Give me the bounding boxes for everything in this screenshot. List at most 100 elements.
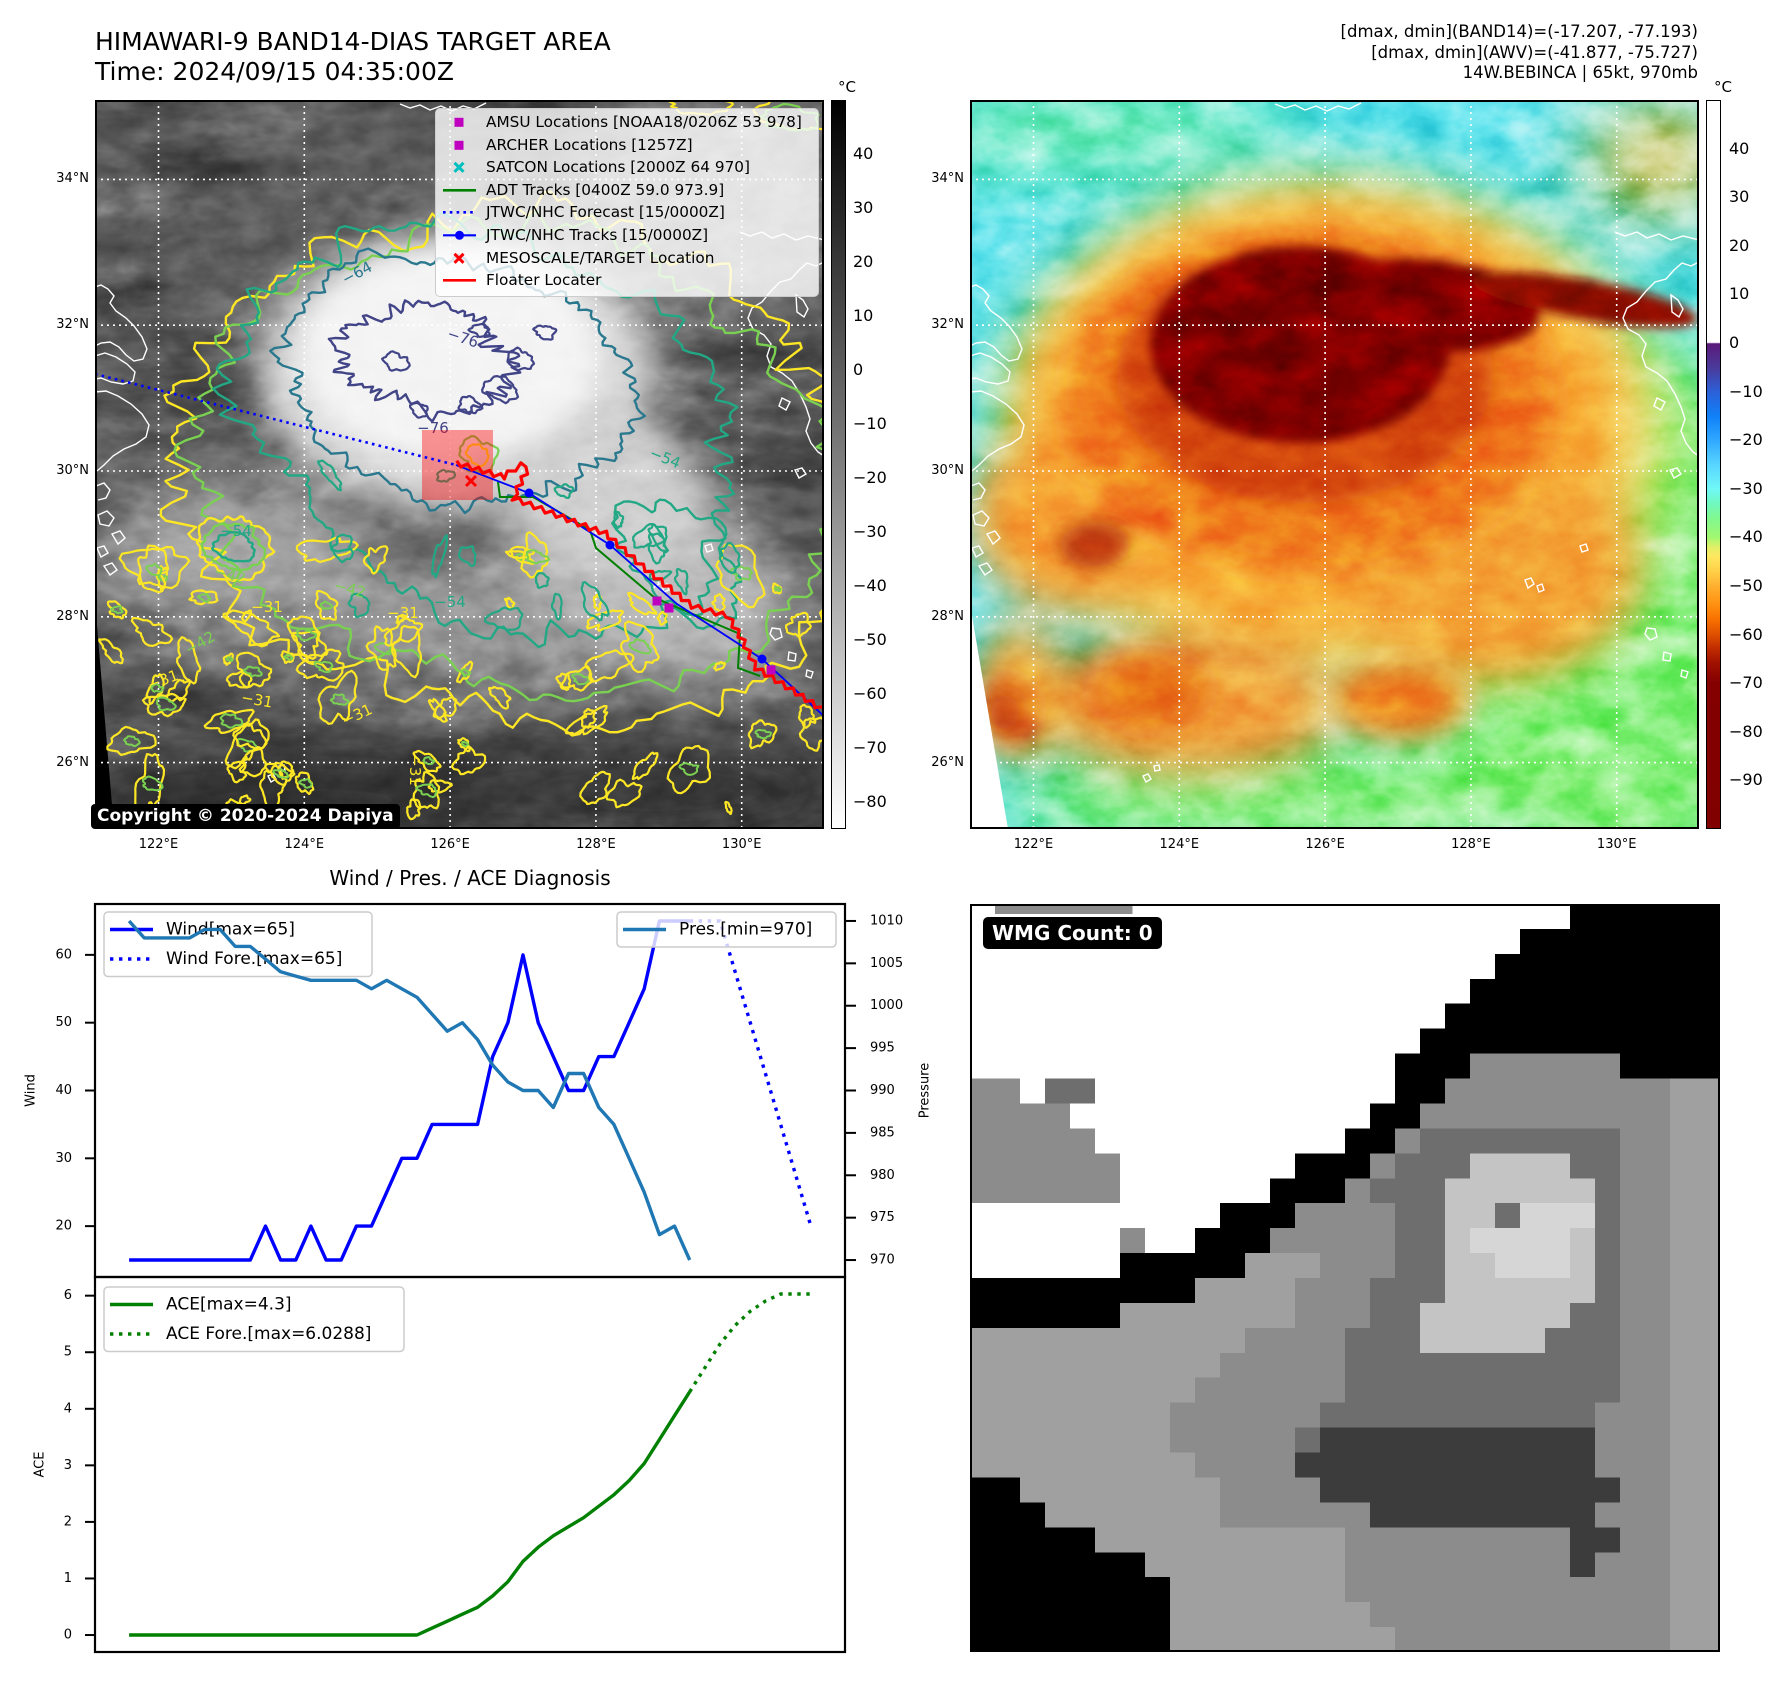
jtwc-track-point bbox=[524, 488, 534, 498]
wmg-pixel-run bbox=[1620, 1053, 1720, 1080]
wmg-pixel-run bbox=[970, 1203, 1221, 1229]
coastline bbox=[95, 352, 136, 385]
wmg-pixel-run bbox=[1495, 953, 1720, 980]
wmg-pixel-run bbox=[1395, 1053, 1471, 1080]
lat-tick-label: 30°N bbox=[931, 463, 964, 478]
wmg-pixel-run bbox=[1220, 1203, 1296, 1229]
coastline bbox=[1670, 293, 1684, 319]
track-overlays bbox=[95, 372, 824, 718]
wmg-pixel-run bbox=[1345, 1352, 1621, 1379]
y2-tick-label: 1005 bbox=[870, 956, 903, 971]
contour-minus31 bbox=[280, 650, 295, 664]
wmg-pixel-run bbox=[970, 978, 1471, 1005]
series-line-wind-fore-max- bbox=[689, 919, 813, 1227]
wmg-pixel-run bbox=[970, 1228, 1121, 1254]
lat-tick-label: 26°N bbox=[931, 754, 964, 770]
contour-minus31 bbox=[555, 672, 572, 691]
contour-minus31 bbox=[130, 616, 174, 647]
coastline bbox=[970, 352, 1011, 385]
contour-minus76 bbox=[532, 324, 558, 341]
wmg-pixel-run bbox=[1320, 1402, 1596, 1429]
lon-tick-label: 130°E bbox=[1596, 837, 1637, 852]
coastline bbox=[971, 545, 984, 558]
contour-minus31 bbox=[291, 630, 329, 666]
contour-minus31 bbox=[432, 696, 458, 720]
wmg-pixel-run bbox=[1395, 1627, 1671, 1652]
contour-minus31 bbox=[620, 620, 660, 674]
contour-minus42 bbox=[773, 586, 782, 593]
wmg-pixel-run bbox=[970, 1427, 1171, 1454]
wmg-pixel-run bbox=[1395, 1253, 1446, 1279]
contour-minus31 bbox=[666, 744, 711, 795]
contour-minus31 bbox=[503, 596, 516, 610]
wmg-pixel-run bbox=[970, 1377, 1196, 1404]
contour-minus31 bbox=[286, 615, 321, 660]
wmg-pixel-run bbox=[1370, 1602, 1671, 1628]
contour-minus76 bbox=[409, 401, 429, 419]
y-tick-label: 6 bbox=[64, 1288, 72, 1303]
colorbar-tick-label: 0 bbox=[853, 360, 864, 379]
wmg-pixel-run bbox=[970, 1502, 1046, 1529]
contour-minus31 bbox=[238, 745, 268, 778]
contour-minus54 bbox=[211, 531, 256, 563]
wmg-pixel-run bbox=[1295, 1452, 1596, 1479]
coastlines bbox=[970, 102, 1699, 783]
wmg-pixel-run bbox=[970, 1178, 1121, 1204]
wmg-pixel-run bbox=[1620, 1128, 1671, 1155]
wmg-pixel-run bbox=[1195, 1228, 1271, 1254]
contour-minus31 bbox=[592, 593, 603, 612]
wmg-pixel-run bbox=[1595, 1253, 1621, 1279]
wmg-pixel-run bbox=[1120, 1253, 1246, 1279]
wmg-pixel-run bbox=[1670, 1377, 1720, 1404]
wmg-pixel-run bbox=[1670, 1602, 1720, 1628]
contour-label: −31 bbox=[251, 598, 283, 616]
wmg-pixel-run bbox=[1370, 1302, 1421, 1329]
contour-minus76 bbox=[467, 323, 491, 338]
lon-tick-label: 122°E bbox=[138, 837, 179, 852]
series-line-ace-max- bbox=[129, 1390, 692, 1637]
wmg-pixel-run bbox=[1670, 1128, 1720, 1155]
wmg-pixel-run bbox=[970, 1452, 1196, 1479]
wmg-pixel-run bbox=[970, 1577, 1171, 1603]
wmg-pixel-run bbox=[970, 1402, 1171, 1429]
y-tick-label: 2 bbox=[64, 1514, 72, 1529]
wmg-pixel-run bbox=[970, 1153, 1121, 1180]
coastline bbox=[787, 651, 797, 662]
wmg-pixel-run bbox=[1220, 1502, 1371, 1529]
lat-tick-label: 32°N bbox=[56, 317, 89, 333]
wmg-pixel-run bbox=[1195, 1452, 1296, 1479]
contour-minus42 bbox=[157, 574, 168, 583]
contour-minus54 bbox=[550, 592, 563, 621]
wmg-pixel-run bbox=[1395, 1078, 1446, 1105]
contour-minus31 bbox=[241, 609, 253, 623]
awv-satellite-map bbox=[970, 100, 1699, 829]
wmg-pixel-run bbox=[1045, 1078, 1096, 1105]
contour-minus31 bbox=[145, 673, 165, 706]
wmg-pixel-run bbox=[1120, 1228, 1146, 1254]
line-icon bbox=[443, 279, 476, 282]
y-tick-label: 30 bbox=[55, 1151, 72, 1166]
coastline bbox=[95, 390, 150, 472]
wmg-pixel-run bbox=[1420, 1327, 1546, 1354]
contour-minus42 bbox=[678, 762, 700, 776]
archer-location-marker bbox=[664, 603, 674, 613]
coastline bbox=[1536, 583, 1545, 593]
colorbar-tick-label: −60 bbox=[853, 684, 887, 703]
wmg-pixel-run bbox=[970, 1253, 1121, 1279]
wmg-pixel-run bbox=[1020, 1078, 1046, 1105]
band14-range: [dmax, dmin](BAND14)=(-17.207, -77.193) bbox=[1340, 22, 1698, 41]
colorbar-tick-label: −30 bbox=[853, 522, 887, 541]
y-tick-label: 4 bbox=[64, 1401, 72, 1416]
wmg-panel-frame bbox=[970, 904, 1720, 1652]
contour-minus42 bbox=[219, 713, 244, 729]
wmg-pixel-run bbox=[1620, 1153, 1671, 1180]
chart-legend-box bbox=[103, 1286, 405, 1353]
contour-label: −31 bbox=[406, 754, 424, 786]
contour-minus31 bbox=[785, 611, 812, 638]
contour-minus42 bbox=[461, 740, 469, 748]
contour-minus54 bbox=[718, 542, 741, 574]
contour-minus31 bbox=[771, 582, 783, 595]
contour-minus31 bbox=[203, 708, 255, 734]
wmg-pixel-run bbox=[1445, 1253, 1496, 1279]
wmg-pixel-run bbox=[1020, 1477, 1221, 1504]
